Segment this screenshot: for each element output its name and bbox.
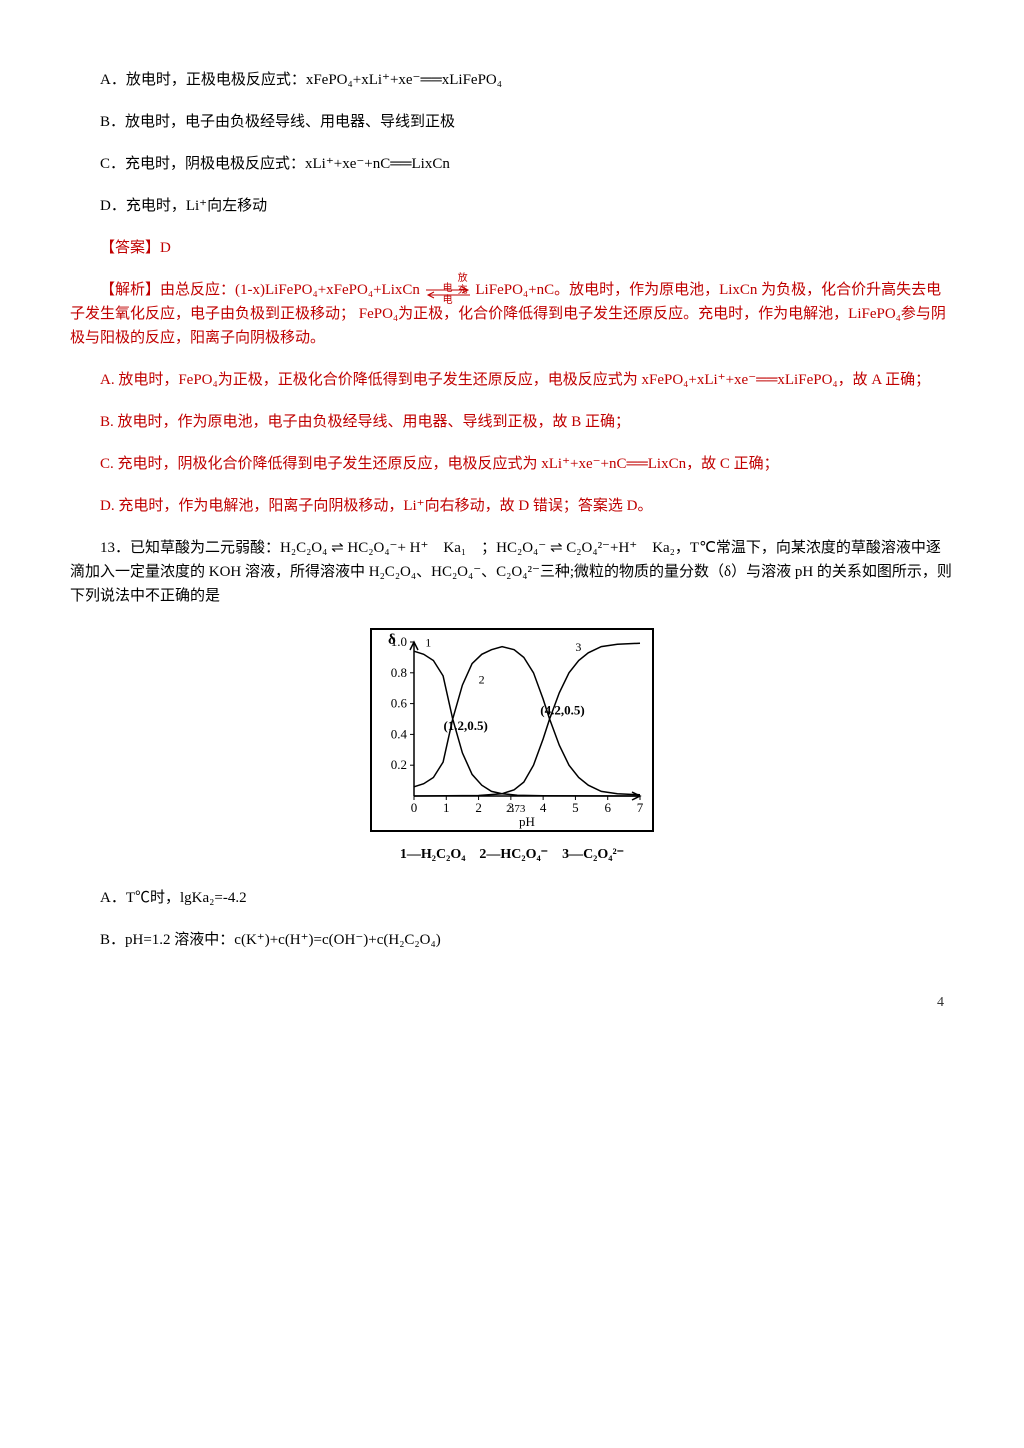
answer-label: 【答案】D <box>70 236 954 260</box>
svg-text:6: 6 <box>604 800 611 815</box>
analysis-main: 【解析】由总反应：(1-x)LiFePO₄+xFePO₄+LixCn 放电 充电… <box>70 278 954 350</box>
analysis-d: D. 充电时，作为电解池，阳离子向阴极移动，Li⁺向右移动，故 D 错误；答案选… <box>70 494 954 518</box>
option-a: A．放电时，正极电极反应式：xFePO₄+xLi⁺+xe⁻══xLiFePO₄ <box>70 68 954 92</box>
analysis-c: C. 充电时，阴极化合价降低得到电子发生还原反应，电极反应式为 xLi⁺+xe⁻… <box>70 452 954 476</box>
option-d: D．充电时，Li⁺向左移动 <box>70 194 954 218</box>
svg-text:0.8: 0.8 <box>391 665 407 680</box>
delta-ph-chart: 0.20.40.60.81.0012345672.73δpH123(1.2,0.… <box>70 628 954 866</box>
svg-text:2: 2 <box>475 800 482 815</box>
svg-text:7: 7 <box>637 800 644 815</box>
option-c: C．充电时，阴极电极反应式：xLi⁺+xe⁻+nC══LixCn <box>70 152 954 176</box>
svg-text:pH: pH <box>519 814 535 829</box>
analysis-prefix: 【解析】由总反应：(1-x)LiFePO₄+xFePO₄+LixCn <box>100 282 420 298</box>
q13-option-a: A．T℃时，lgKa₂=-4.2 <box>70 886 954 910</box>
svg-text:0: 0 <box>411 800 418 815</box>
svg-text:4: 4 <box>540 800 547 815</box>
svg-text:1: 1 <box>425 636 431 650</box>
q13-option-b: B．pH=1.2 溶液中：c(K⁺)+c(H⁺)=c(OH⁻)+c(H₂C₂O₄… <box>70 928 954 952</box>
svg-text:δ: δ <box>388 632 396 648</box>
q13-stem: 13．已知草酸为二元弱酸：H₂C₂O₄ ⇌ HC₂O₄⁻+ H⁺ Ka₁ ；HC… <box>70 536 954 608</box>
svg-text:2: 2 <box>479 673 485 687</box>
svg-text:1: 1 <box>443 800 450 815</box>
svg-text:(4.2,0.5): (4.2,0.5) <box>540 702 584 717</box>
option-b: B．放电时，电子由负极经导线、用电器、导线到正极 <box>70 110 954 134</box>
analysis-a: A. 放电时，FePO₄为正极，正极化合价降低得到电子发生还原反应，电极反应式为… <box>70 368 954 392</box>
svg-text:3: 3 <box>575 640 581 654</box>
arrow-bottom-label: 充电 <box>424 286 472 306</box>
page-number: 4 <box>70 992 954 1014</box>
chart-legend: 1—H₂C₂O₄ 2—HC₂O₄⁻ 3—C₂O₄²⁻ <box>70 844 954 866</box>
svg-text:0.4: 0.4 <box>391 726 408 741</box>
svg-text:0.6: 0.6 <box>391 696 408 711</box>
equilibrium-arrow-icon: 放电 充电 <box>424 282 472 300</box>
analysis-b: B. 放电时，作为原电池，电子由负极经导线、用电器、导线到正极，故 B 正确； <box>70 410 954 434</box>
svg-text:0.2: 0.2 <box>391 757 407 772</box>
svg-text:5: 5 <box>572 800 579 815</box>
svg-text:(1.2,0.5): (1.2,0.5) <box>443 718 487 733</box>
